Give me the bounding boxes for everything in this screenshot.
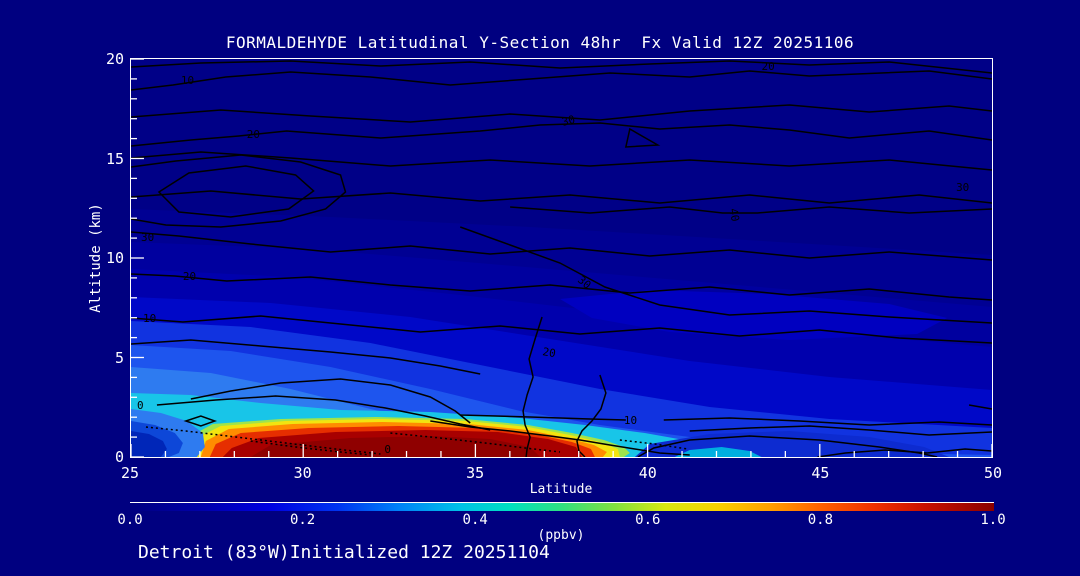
contour-label: 30 (141, 231, 154, 244)
contour-line-14 (131, 339, 481, 375)
plot-area: 10 20 30 20 30 40 30 20 10 30 20 10 0 0 (130, 58, 993, 458)
contour-label: 30 (956, 181, 969, 194)
contour-line-5 (131, 190, 992, 204)
contour-line-12 (131, 315, 992, 344)
contour-line-2 (131, 104, 992, 123)
station-init-label: Detroit (83°W)Initialized 12Z 20251104 (138, 542, 550, 563)
contour-label: 30 (575, 273, 593, 291)
colorbar (130, 502, 994, 511)
colorbar-tick-label: 1.0 (980, 512, 1006, 528)
y-tick-label: 5 (114, 348, 124, 367)
contour-line-25 (183, 415, 218, 427)
contour-line-11 (131, 273, 992, 301)
fill-region-bl-blue-core (131, 431, 167, 457)
contour-line-3 (131, 122, 992, 147)
contour-label: 10 (181, 74, 194, 87)
contour-line-8 (131, 154, 347, 228)
y-tick-label: 20 (105, 50, 124, 68)
colorbar-tick-label: 0.8 (807, 512, 834, 528)
contour-label: 20 (762, 60, 775, 73)
contour-line-1 (131, 70, 992, 91)
y-tick-label: 10 (105, 249, 124, 267)
colorbar-tick-label: 0.4 (462, 512, 488, 528)
contour-line-0 (131, 60, 992, 74)
contour-line-15 (190, 378, 471, 424)
x-tick-label: 25 (120, 464, 140, 482)
contour-label: 20 (183, 270, 196, 283)
contour-line-10 (131, 231, 992, 261)
colorbar-tick-label: 0.2 (289, 512, 316, 528)
page-title: FORMALDEHYDE Latitudinal Y-Section 48hr … (225, 33, 855, 52)
x-tick-label: 45 (811, 464, 830, 482)
contour-label: 0 (384, 443, 391, 456)
x-axis-title: Latitude (529, 482, 593, 497)
colorbar-units-label: (ppbv) (537, 528, 585, 543)
contour-line-16 (156, 395, 491, 431)
x-tick-label: 35 (466, 464, 485, 482)
colorbar-tick-label: 0.6 (635, 512, 661, 528)
contour-line-30 (968, 404, 992, 410)
contour-line-19 (576, 374, 607, 457)
contour-label: 30 (560, 113, 576, 129)
contour-line-22 (689, 425, 992, 436)
contour-label: 0 (137, 399, 144, 412)
x-tick-label: 40 (638, 464, 657, 482)
contour-label: 10 (143, 312, 156, 325)
contour-line-21 (663, 417, 992, 426)
contour-line-29 (619, 439, 688, 450)
colorbar-tick-label: 0.0 (117, 512, 143, 528)
contour-line-7 (157, 165, 315, 218)
contour-line-6 (624, 127, 661, 148)
contour-line-17 (430, 420, 690, 456)
contour-label: 40 (727, 207, 742, 222)
contour-label: 20 (247, 128, 260, 141)
x-tick-label: 50 (983, 464, 1003, 482)
contour-line-13 (459, 226, 992, 324)
contour-label: 10 (624, 414, 637, 427)
y-tick-label: 0 (114, 448, 124, 466)
contour-line-18 (522, 316, 543, 457)
x-tick-label: 30 (293, 464, 312, 482)
y-tick-label: 15 (105, 149, 124, 168)
contour-line-9 (510, 206, 992, 214)
contour-line-24 (817, 448, 992, 457)
contour-line-27 (250, 440, 371, 456)
fill-region-warm-core (250, 436, 541, 457)
contour-line-26 (145, 426, 381, 455)
contour-line-20 (460, 414, 626, 421)
contour-label: 20 (542, 345, 557, 360)
fill-region-br-cyan-spot (674, 447, 762, 457)
contour-field: 10 20 30 20 30 40 30 20 10 30 20 10 0 0 (131, 59, 992, 457)
contour-line-28 (390, 432, 561, 453)
